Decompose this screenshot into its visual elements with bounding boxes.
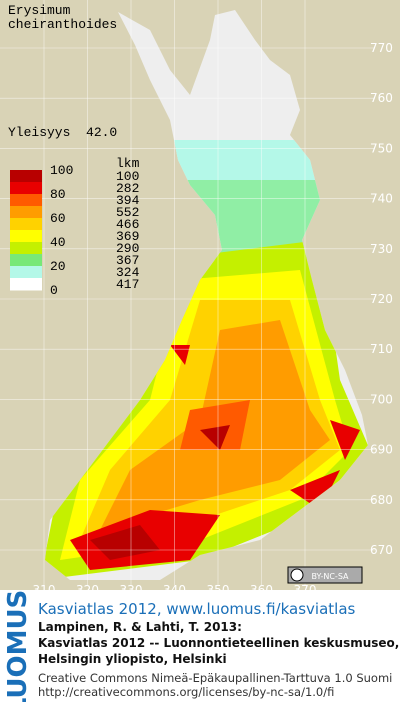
- frequency: Yleisyys 42.0: [8, 125, 117, 140]
- north-label: 740: [370, 192, 393, 206]
- legend-count: 100: [116, 169, 139, 184]
- north-label: 770: [370, 41, 393, 55]
- legend: 1008060402001002823945524663692903673244…: [10, 163, 140, 298]
- legend-percent: 0: [50, 283, 58, 298]
- legend-percent: 100: [50, 163, 73, 178]
- east-label: 340: [163, 583, 186, 597]
- east-label: 350: [207, 583, 230, 597]
- east-label: 330: [120, 583, 143, 597]
- license-url[interactable]: http://creativecommons.org/licenses/by-n…: [38, 685, 334, 699]
- legend-count: 466: [116, 217, 139, 232]
- species-epithet: cheiranthoides: [8, 17, 117, 32]
- legend-count: 552: [116, 205, 139, 220]
- count-header: lkm: [116, 156, 140, 171]
- logo: LUOMUS: [3, 590, 33, 702]
- legend-percent: 20: [50, 259, 66, 274]
- legend-count: 367: [116, 253, 139, 268]
- badge-text: BY-NC-SA: [311, 572, 349, 581]
- citation: Helsingin yliopisto, Helsinki: [38, 652, 227, 666]
- legend-swatch: [10, 266, 42, 279]
- license: Creative Commons Nimeä-Epäkaupallinen-Ta…: [38, 671, 392, 685]
- north-label: 680: [370, 493, 393, 507]
- legend-count: 394: [116, 193, 140, 208]
- citation: Kasviatlas 2012 -- Luonnontieteellinen k…: [38, 636, 399, 650]
- north-label: 700: [370, 392, 393, 406]
- east-label: 370: [294, 583, 317, 597]
- legend-swatch: [10, 218, 42, 231]
- north-label: 710: [370, 342, 393, 356]
- north-label: 750: [370, 141, 393, 155]
- license-badge: BY-NC-SA: [287, 566, 363, 584]
- grid: 770 760 750 740 730 720 710 700 690 680 670 310 320 3…: [0, 0, 393, 597]
- species-genus: Erysimum: [8, 3, 71, 18]
- north-label: 670: [370, 543, 393, 557]
- legend-swatch: [10, 194, 42, 207]
- legend-count: 324: [116, 265, 140, 280]
- footer-link[interactable]: Kasviatlas 2012, www.luomus.fi/kasviatla…: [38, 600, 356, 618]
- legend-count: 417: [116, 277, 139, 292]
- legend-count: 282: [116, 181, 139, 196]
- north-label: 690: [370, 443, 393, 457]
- north-label: 730: [370, 242, 393, 256]
- east-label: 360: [250, 583, 273, 597]
- legend-percent: 40: [50, 235, 66, 250]
- legend-swatch: [10, 206, 42, 219]
- legend-swatch: [10, 230, 42, 243]
- citation: Lampinen, R. & Lahti, T. 2013:: [38, 620, 242, 634]
- legend-swatch: [10, 170, 42, 183]
- north-label: 760: [370, 91, 393, 105]
- legend-percent: 60: [50, 211, 66, 226]
- east-label: 310: [33, 583, 56, 597]
- legend-swatch: [10, 278, 42, 291]
- legend-swatch: [10, 242, 42, 255]
- east-label: 320: [76, 583, 99, 597]
- legend-count: 369: [116, 229, 139, 244]
- legend-swatch: [10, 182, 42, 195]
- legend-count: 290: [116, 241, 139, 256]
- north-label: 720: [370, 292, 393, 306]
- legend-percent: 80: [50, 187, 66, 202]
- legend-swatch: [10, 254, 42, 267]
